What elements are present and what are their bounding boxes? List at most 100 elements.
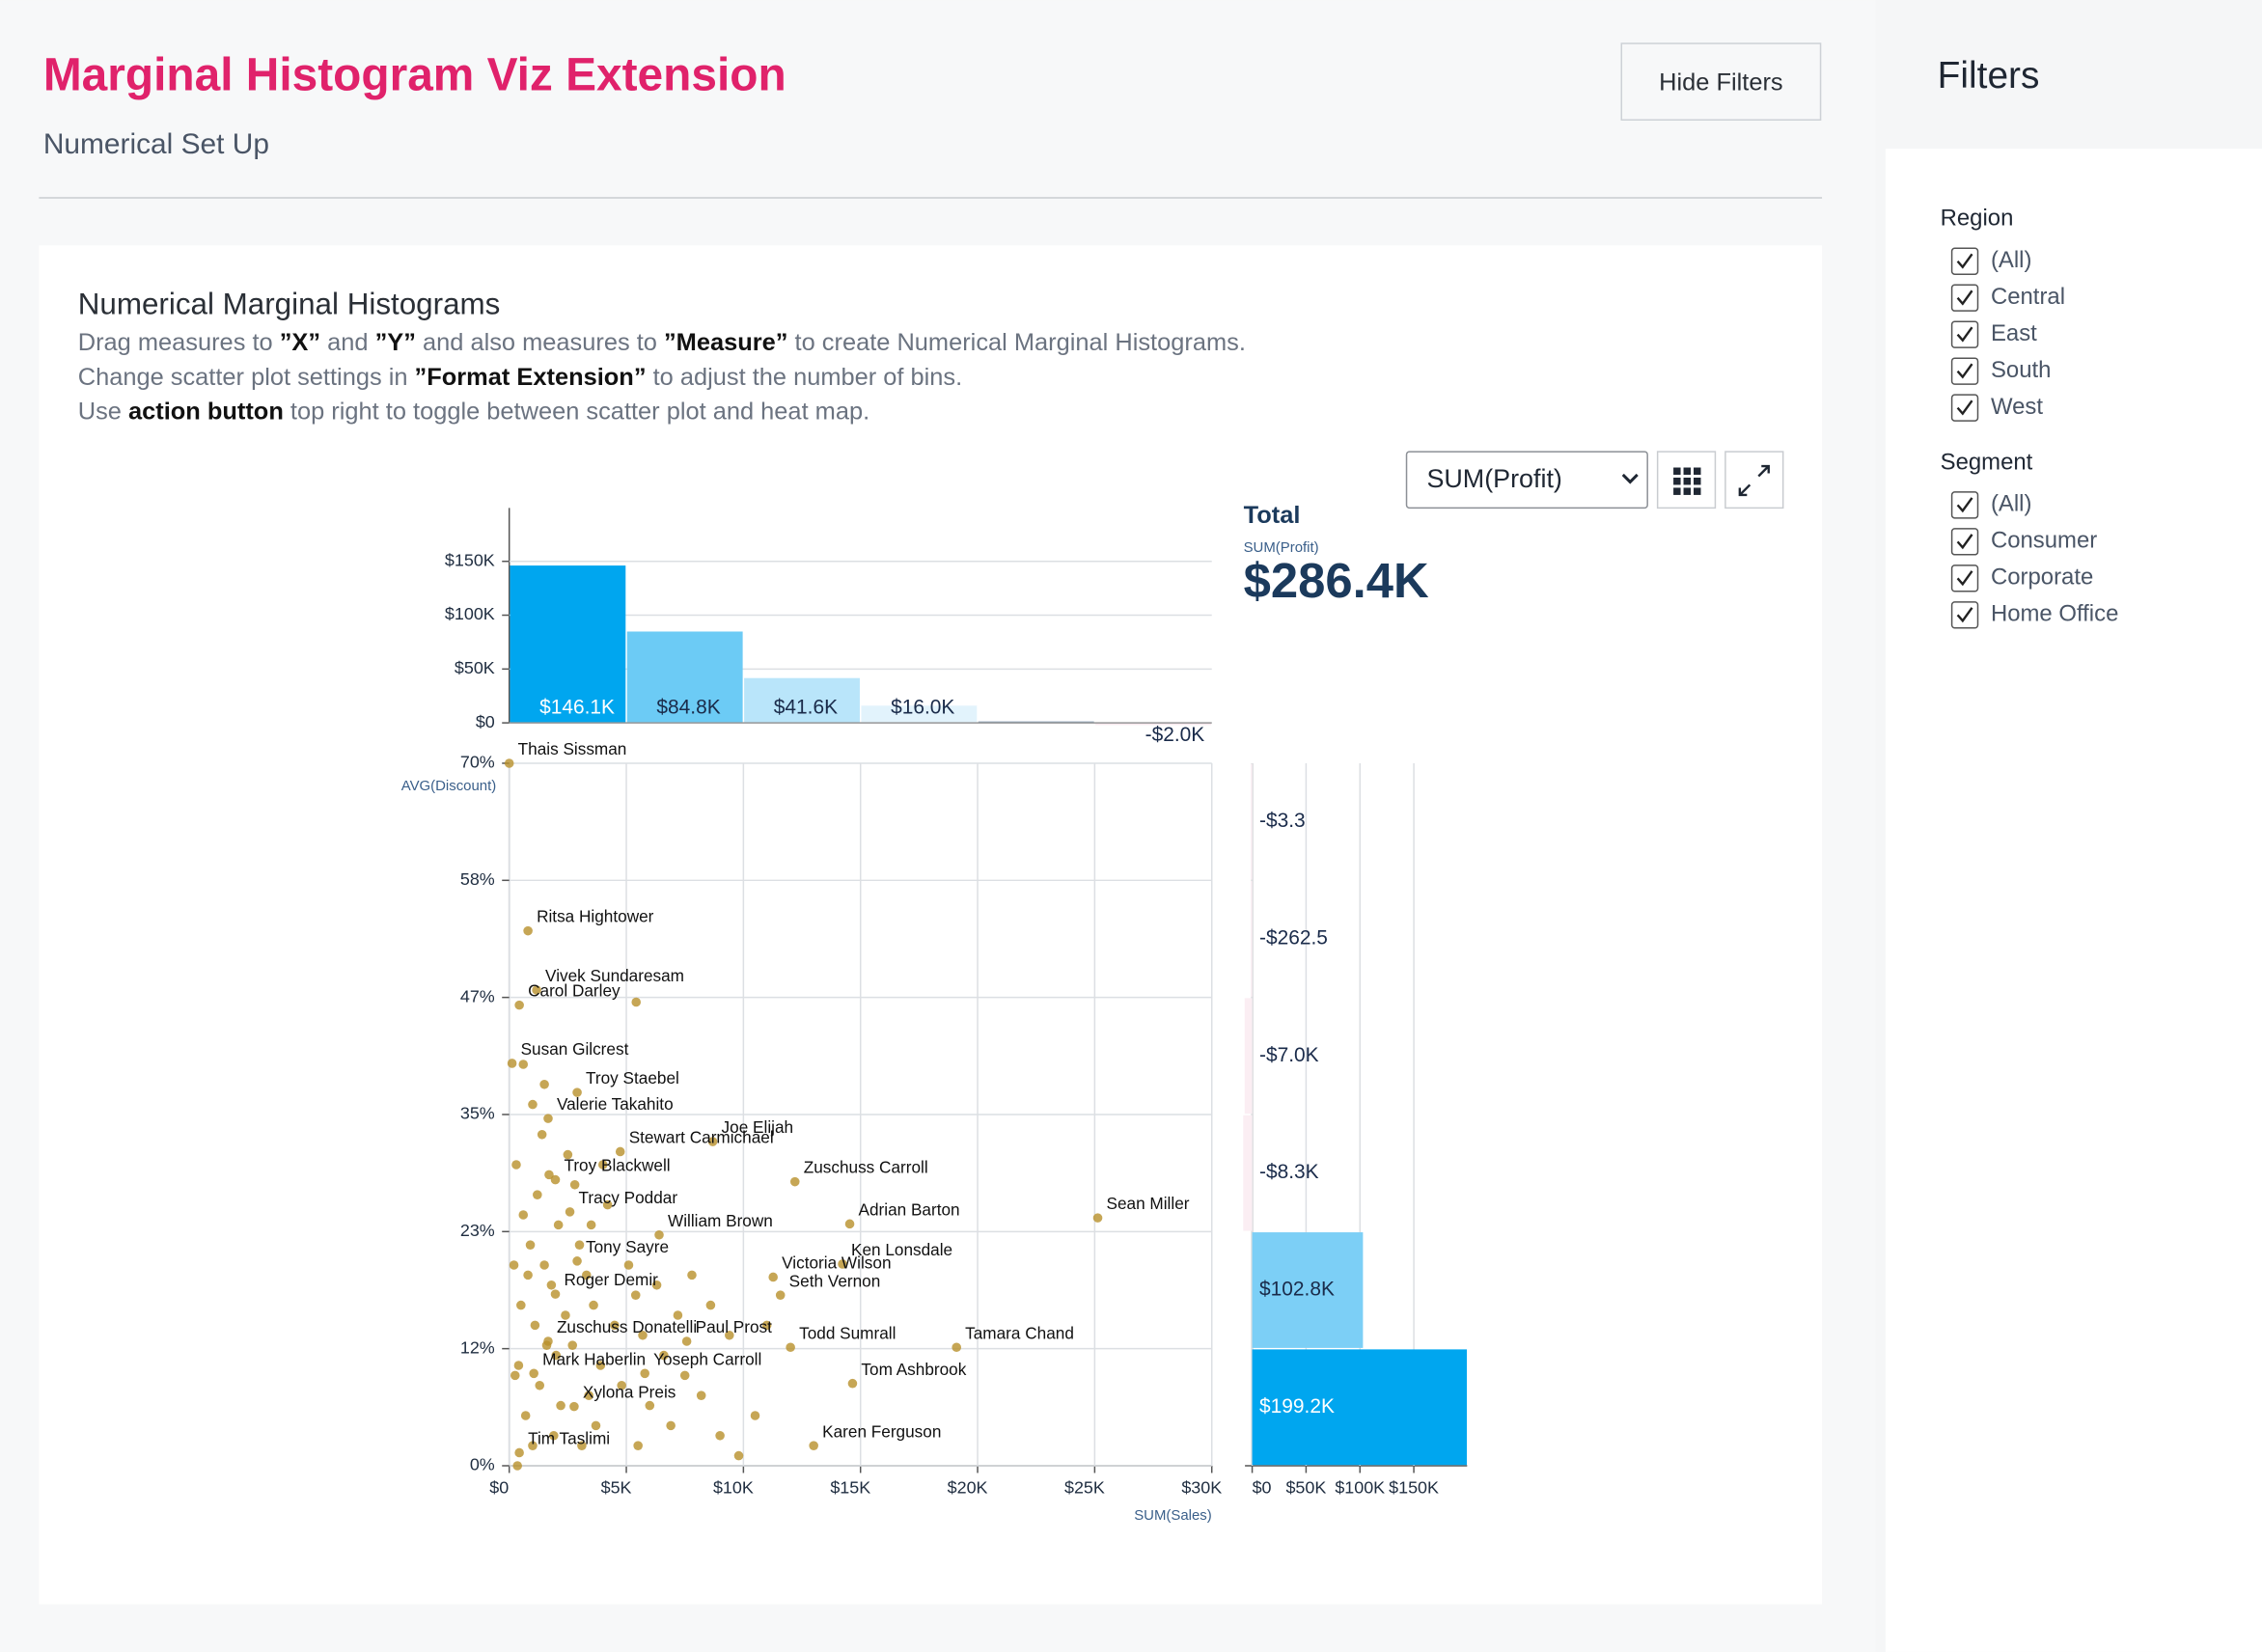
x-tick-label: $25K	[1064, 1478, 1105, 1498]
checkbox[interactable]	[1950, 357, 1979, 385]
x-tick-label: $15K	[830, 1478, 870, 1498]
bar	[1251, 881, 1253, 997]
y-tick-label: $100K	[445, 604, 495, 623]
point	[615, 1146, 625, 1157]
y-tick-label: $50K	[455, 658, 495, 677]
checkbox[interactable]	[1950, 564, 1979, 592]
bar-label: -$3.3	[1259, 810, 1306, 832]
point-label: Troy Blackwell	[564, 1156, 670, 1175]
point	[610, 1320, 620, 1331]
point-label: Sean Miller	[1107, 1194, 1190, 1213]
point	[789, 1176, 800, 1187]
point	[529, 1368, 538, 1379]
filter-option: (All)	[1991, 247, 2032, 273]
y-tick-label: 0%	[470, 1455, 495, 1474]
point	[633, 1441, 643, 1450]
point	[952, 1342, 961, 1353]
point	[750, 1411, 760, 1420]
expand-button[interactable]	[1724, 451, 1784, 509]
checkbox[interactable]	[1950, 284, 1979, 312]
point	[577, 1441, 587, 1450]
point-label: Tracy Poddar	[579, 1188, 678, 1207]
filter-option: West	[1991, 394, 2043, 420]
x-tick-label: $0	[489, 1478, 509, 1498]
point	[589, 1300, 598, 1310]
bar	[510, 565, 626, 724]
bar-label: $16.0K	[891, 697, 954, 719]
point	[707, 1137, 718, 1146]
checkmark	[1956, 326, 1973, 343]
bar	[1243, 1115, 1253, 1231]
point	[705, 1300, 716, 1310]
filter-panel	[1885, 149, 2262, 1652]
expand-icon	[1738, 464, 1770, 497]
page-title: Marginal Histogram Viz Extension	[43, 50, 786, 101]
filter-group-title: Segment	[1941, 449, 2033, 475]
point	[623, 1260, 634, 1270]
point	[786, 1342, 795, 1353]
measure-dropdown[interactable]	[1405, 451, 1648, 509]
point	[532, 985, 541, 995]
filter-option: South	[1991, 357, 2051, 383]
description-text: Use	[78, 398, 128, 425]
point	[666, 1420, 676, 1431]
point	[696, 1390, 706, 1400]
bar-label: -$262.5	[1259, 927, 1328, 950]
description-text: ”Measure”	[664, 329, 788, 356]
x-tick-label: $0	[1253, 1478, 1272, 1498]
point-label: Mark Haberlin	[542, 1349, 646, 1368]
description-text: ”Y”	[375, 329, 416, 356]
checkmark	[1956, 534, 1973, 550]
checkmark	[1956, 253, 1973, 269]
point	[630, 1290, 641, 1300]
y-tick-label: $150K	[445, 550, 495, 569]
total-value: $286.4K	[1244, 553, 1429, 608]
bar-label: $199.2K	[1259, 1395, 1335, 1418]
checkbox[interactable]	[1950, 601, 1979, 629]
description-text: ”Format Extension”	[415, 364, 647, 391]
point	[631, 997, 642, 1007]
filter-option: East	[1991, 320, 2037, 346]
description-text: action button	[128, 398, 284, 425]
point	[602, 1199, 613, 1210]
point	[507, 1059, 517, 1068]
point	[569, 1179, 580, 1190]
point	[550, 1289, 561, 1299]
grid-icon	[1673, 467, 1701, 495]
point-label: Zuschuss Carroll	[804, 1158, 928, 1177]
dropdown-label: SUM(Profit)	[1426, 464, 1561, 493]
point	[733, 1450, 744, 1461]
point	[504, 758, 514, 768]
checkbox[interactable]	[1950, 320, 1979, 348]
point	[533, 1190, 542, 1199]
point-label: Todd Sumrall	[799, 1323, 896, 1342]
description-text: and	[320, 329, 375, 356]
point	[844, 1219, 855, 1229]
point	[809, 1441, 818, 1450]
checkbox[interactable]	[1950, 247, 1979, 275]
dropdown-chevron	[1621, 473, 1639, 484]
point	[572, 1256, 582, 1266]
point-label: Tim Taslimi	[528, 1429, 610, 1448]
bar-label: -$7.0K	[1259, 1044, 1319, 1066]
y-tick-label: $0	[476, 712, 495, 731]
checkmark	[1956, 399, 1973, 416]
description-text: top right to toggle between scatter plot…	[284, 398, 869, 425]
point	[586, 1220, 596, 1230]
checkbox[interactable]	[1950, 528, 1979, 556]
point	[645, 1400, 655, 1411]
point	[654, 1229, 664, 1240]
point	[518, 1060, 529, 1069]
button-label: Hide Filters	[1659, 69, 1782, 96]
point	[553, 1220, 564, 1230]
x-tick-label: $150K	[1389, 1478, 1439, 1498]
checkbox[interactable]	[1950, 394, 1979, 422]
card-title: Numerical Marginal Histograms	[78, 287, 501, 320]
point	[543, 1114, 553, 1123]
hide-filters-button[interactable]	[1620, 42, 1822, 121]
point-label: Susan Gilcrest	[521, 1039, 629, 1059]
checkbox[interactable]	[1950, 491, 1979, 519]
point-label: Vivek Sundaresam	[545, 966, 684, 985]
x-axis-label: SUM(Sales)	[1134, 1507, 1212, 1524]
